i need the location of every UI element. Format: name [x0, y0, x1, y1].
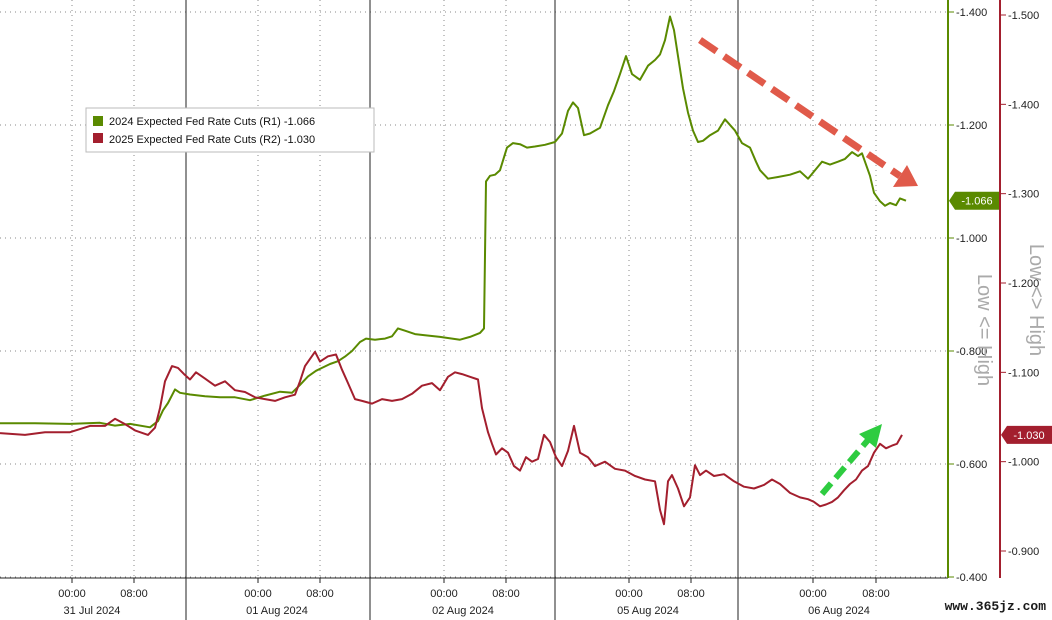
axis-lines: [0, 0, 1001, 579]
x-tick-label: 00:00: [430, 588, 458, 600]
y-left-tick-label: -0.400: [956, 572, 987, 584]
legend-swatch-r1: [93, 116, 103, 126]
legend-label-r2: 2025 Expected Fed Rate Cuts (R2) -1.030: [109, 134, 315, 146]
x-ticks: 00:00 08:00 00:00 08:00 00:00 08:00 00:00 08:00…: [58, 578, 890, 617]
y-left-tick-label: -0.600: [956, 459, 987, 471]
legend-swatch-r2: [93, 133, 103, 143]
x-tick-label: 00:00: [244, 588, 272, 600]
last-value-tag-r2: [1001, 425, 1052, 444]
x-tick-label: 00:00: [58, 588, 86, 600]
x-tick-label: 00:00: [615, 588, 643, 600]
x-tick-label: 08:00: [306, 588, 334, 600]
y-left-tick-label: -1.000: [956, 233, 987, 245]
x-tick-label: 00:00: [799, 588, 827, 600]
last-value-tag-r1-text: -1.066: [961, 196, 992, 208]
y-left-axis-label: Low <= High: [973, 274, 995, 386]
x-tick-label: 08:00: [120, 588, 148, 600]
last-value-tag-r2-text: -1.030: [1013, 430, 1044, 442]
y-right-tick-label: -1.000: [1008, 457, 1039, 469]
y-right-tick-label: -1.100: [1008, 367, 1039, 379]
x-tick-label: 08:00: [492, 588, 520, 600]
x-tick-label: 08:00: [862, 588, 890, 600]
series-line-1: [0, 15, 907, 429]
y-right-tick-label: -1.500: [1008, 10, 1039, 22]
trend-arrow-up-head: [859, 424, 882, 448]
last-value-tag-r1: [949, 191, 999, 210]
y-left-tick-label: -0.800: [956, 346, 987, 358]
trend-arrow-up: [819, 438, 871, 496]
grid-lines: [0, 0, 948, 620]
x-date-label: 05 Aug 2024: [617, 605, 679, 617]
y-right-tick-label: -1.200: [1008, 278, 1039, 290]
y-right-tick-label: -1.400: [1008, 99, 1039, 111]
trend-arrow-down-head: [893, 165, 918, 187]
series-line-2: [0, 350, 903, 526]
last-value-tags: -1.066 -1.030: [949, 191, 1052, 444]
x-tick-label: 08:00: [677, 588, 705, 600]
y-right-tick-label: -1.300: [1008, 189, 1039, 201]
annotation-arrows: [698, 37, 918, 496]
trend-arrow-down: [698, 37, 902, 179]
y-right-ticks: -1.500 -1.400 -1.300 -1.200 -1.100 -1.000 -0.9…: [1000, 10, 1039, 558]
x-date-label: 06 Aug 2024: [808, 605, 870, 617]
y-left-tick-label: -1.400: [956, 7, 987, 19]
legend-label-r1: 2024 Expected Fed Rate Cuts (R1) -1.066: [109, 116, 315, 128]
x-date-label: 02 Aug 2024: [432, 605, 494, 617]
y-left-ticks: -1.400 -1.200 -1.000 -0.800 -0.600 -0.400: [948, 7, 987, 584]
y-left-tick-label: -1.200: [956, 120, 987, 132]
x-date-label: 31 Jul 2024: [64, 605, 121, 617]
watermark-text: www.365jz.com: [945, 599, 1047, 614]
legend: 2024 Expected Fed Rate Cuts (R1) -1.066 …: [85, 107, 375, 153]
y-right-tick-label: -0.900: [1008, 546, 1039, 558]
y-right-axis-label: Low <> High: [1025, 244, 1047, 356]
x-date-label: 01 Aug 2024: [246, 605, 308, 617]
series-group: [0, 15, 907, 526]
